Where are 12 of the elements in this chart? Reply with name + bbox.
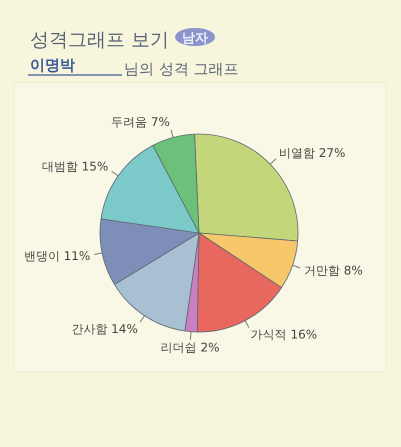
text: 남자: [182, 31, 208, 46]
chart-subtitle: 이명박: [30, 56, 75, 74]
slice-label: 밴댕이 11%: [24, 249, 90, 264]
slice-label: 리더쉽 2%: [160, 340, 220, 355]
slice-label: 비열함 27%: [278, 146, 346, 160]
slice-label: 거만함 8%: [304, 263, 363, 278]
slice-label: 대범함 15%: [42, 160, 108, 174]
slice-label: 가식적 16%: [250, 328, 318, 342]
text: 님의 성격 그래프: [124, 60, 239, 78]
slice-label: 두려움 7%: [111, 115, 170, 130]
slice-label: 간사함 14%: [71, 322, 138, 336]
chart-title: 성격그래프 보기: [30, 29, 170, 51]
